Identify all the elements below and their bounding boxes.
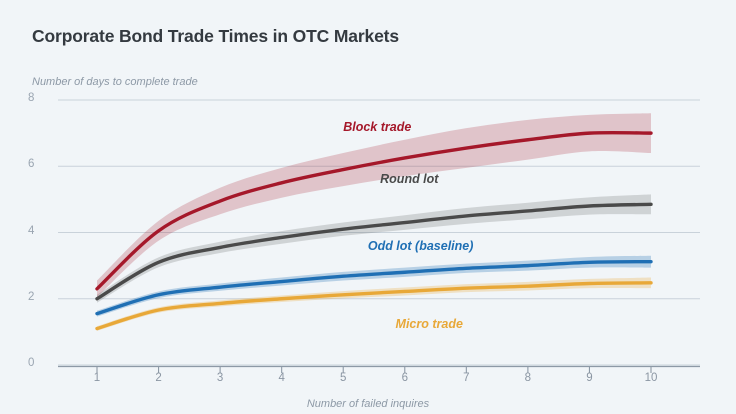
x-axis-tick-label: 4 (278, 372, 285, 384)
y-axis-tick-label: 2 (28, 290, 35, 303)
y-axis-label: Number of days to complete trade (32, 76, 198, 88)
y-axis-tick-label: 8 (28, 92, 35, 104)
series-lines (95, 130, 653, 331)
y-axis-ticks: 0 2 4 6 8 (22, 0, 62, 414)
series-label-round-lot: Round lot (380, 171, 439, 186)
y-axis-tick-label: 4 (28, 224, 35, 237)
series-label-micro-trade: Micro trade (395, 316, 463, 331)
confidence-band-odd-lot-baseline (97, 255, 651, 317)
y-axis-tick-label: 6 (28, 158, 35, 171)
x-axis-tick-label: 7 (463, 372, 470, 384)
series-label-block-trade: Block trade (343, 120, 412, 135)
line-round-lot (95, 202, 653, 301)
confidence-bands (97, 113, 651, 331)
x-axis-tick-label: 10 (644, 372, 658, 384)
chart-title: Corporate Bond Trade Times in OTC Market… (32, 26, 399, 46)
confidence-band-block-trade (97, 113, 651, 298)
x-axis-tick-label: 1 (93, 372, 101, 384)
line-block-trade (95, 130, 653, 291)
x-axis-tick-label: 5 (340, 372, 347, 384)
line-odd-lot-baseline (95, 259, 653, 316)
line-micro-trade (95, 281, 653, 331)
series-label-odd-lot-baseline: Odd lot (baseline) (367, 239, 474, 254)
x-axis-tick-label: 8 (524, 372, 532, 384)
x-axis-tick-label: 2 (155, 372, 162, 384)
x-axis-tick-label: 9 (586, 372, 593, 384)
x-axis-line-and-ticks (58, 365, 700, 373)
x-axis-tick-label: 3 (216, 372, 224, 384)
x-axis-tick-label: 6 (401, 372, 408, 384)
y-axis-tick-label: 0 (28, 357, 35, 369)
x-axis-label: Number of failed inquires (306, 398, 430, 410)
gridlines (58, 99, 700, 366)
confidence-band-micro-trade (97, 277, 651, 331)
